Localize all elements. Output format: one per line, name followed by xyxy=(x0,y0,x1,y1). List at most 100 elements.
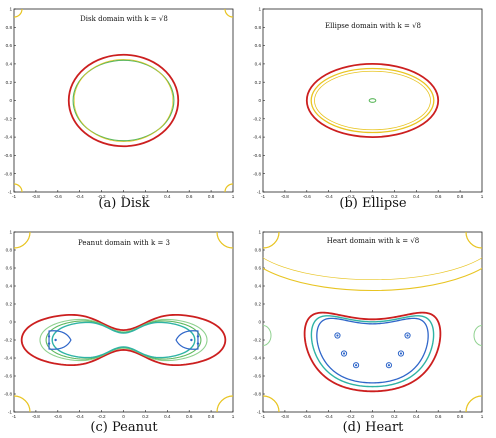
plot-frame xyxy=(13,231,234,413)
contour-curve xyxy=(67,53,180,148)
x-tick-label: 0.4 xyxy=(164,194,171,199)
x-tick-label: 0.2 xyxy=(142,194,149,199)
x-tick-label: 0.6 xyxy=(186,414,193,419)
x-tick-label: 0 xyxy=(122,194,125,199)
y-tick-label: 0.6 xyxy=(255,43,262,48)
x-tick-label: 1 xyxy=(232,414,235,419)
contour-group xyxy=(305,63,440,138)
panel-c-title: Peanut domain with k = 3 xyxy=(78,239,170,247)
y-tick-label: 0 xyxy=(9,320,12,325)
contour-ring xyxy=(352,362,360,369)
contour-curve xyxy=(72,59,175,142)
y-tick-label: 0.2 xyxy=(255,302,262,307)
plot-frame xyxy=(262,8,483,193)
y-tick-label: -0.8 xyxy=(4,392,12,397)
y-tick-label: -1 xyxy=(8,410,13,415)
x-tick-label: 0.4 xyxy=(413,414,420,419)
panel-a-title: Disk domain with k = √8 xyxy=(80,15,168,23)
x-tick-label: -0.6 xyxy=(54,194,62,199)
x-tick-label: -0.2 xyxy=(347,414,355,419)
y-tick-label: 0.6 xyxy=(6,266,13,271)
y-tick-label: -0.4 xyxy=(253,135,261,140)
x-tick-label: -0.6 xyxy=(54,414,62,419)
y-tick-label: 0.8 xyxy=(6,25,13,30)
contour-dot xyxy=(196,335,200,338)
y-tick-label: 0.2 xyxy=(6,302,13,307)
contour-ring xyxy=(385,362,393,369)
x-tick-label: 0.6 xyxy=(435,194,442,199)
y-tick-label: 0.2 xyxy=(255,80,262,85)
panel-d-title: Heart domain with k = √8 xyxy=(327,237,420,245)
contour-dot xyxy=(196,342,200,345)
contour-curve xyxy=(316,317,429,384)
x-tick-label: 0 xyxy=(371,414,374,419)
contour-curve xyxy=(39,318,208,362)
x-tick-label: -1 xyxy=(261,194,266,199)
chart-panel-b: -1 -0.8 -0.6 -0.4 -0.2 0 0.2 0.4 0.6 0.8 1 1 0.8 0.6 0… xyxy=(253,7,484,199)
chart-panel-d: -1 -0.8 -0.6 -0.4 -0.2 0 0.2 0.4 0.6 0.8 1 1 0.8 0.6 0… xyxy=(253,230,484,419)
panel-d-caption: (d) Heart xyxy=(343,420,405,435)
x-tick-label: 0.2 xyxy=(391,194,398,199)
y-tick-label: -0.4 xyxy=(4,356,12,361)
contour-group xyxy=(14,232,233,412)
contour-ring xyxy=(397,350,405,357)
x-tick-label: -0.8 xyxy=(32,414,40,419)
y-tick-label: 0.4 xyxy=(6,284,13,289)
contour-curve xyxy=(310,315,435,388)
contour-curve xyxy=(303,311,442,393)
x-tick-label: -0.4 xyxy=(76,194,84,199)
x-tick-label: 1 xyxy=(481,414,484,419)
x-tick-label: -0.6 xyxy=(303,414,311,419)
contour-curve xyxy=(368,98,377,103)
contour-dot xyxy=(47,335,51,338)
x-tick-label: 1 xyxy=(481,194,484,199)
contour-ring xyxy=(404,332,411,339)
contour-dot xyxy=(387,364,391,367)
x-tick-label: 0.2 xyxy=(142,414,149,419)
x-tick-label: 0.6 xyxy=(435,414,442,419)
x-tick-label: 0.8 xyxy=(457,414,464,419)
x-tick-label: -1 xyxy=(12,414,17,419)
panel-b-title: Ellipse domain with k = √8 xyxy=(325,22,421,30)
x-tick-label: 0.2 xyxy=(391,414,398,419)
contour-dot xyxy=(354,364,358,367)
y-tick-label: -0.8 xyxy=(253,171,261,176)
y-tick-label: -0.2 xyxy=(253,116,261,121)
chart-panel-c: -1 -0.8 -0.6 -0.4 -0.2 0 0.2 0.4 0.6 0.8 1 1 0.8 0.6 0… xyxy=(4,230,235,419)
x-tick-label: 0.6 xyxy=(186,194,193,199)
x-tick-label: -0.4 xyxy=(76,414,84,419)
contour-ring xyxy=(334,332,341,339)
plot-frame xyxy=(13,8,234,193)
contour-ring xyxy=(340,350,348,357)
x-tick-label: -0.2 xyxy=(98,194,106,199)
panel-b-caption: (b) Ellipse xyxy=(339,196,407,211)
panel-a-caption: (a) Disk xyxy=(98,196,149,211)
x-tick-label: 0.4 xyxy=(164,414,171,419)
x-tick-label: 1 xyxy=(232,194,235,199)
contour-curve xyxy=(51,321,196,359)
contour-dot xyxy=(342,352,346,355)
y-tick-label: -1 xyxy=(8,190,13,195)
panel-c-caption: (c) Peanut xyxy=(90,420,158,435)
x-tick-label: -0.8 xyxy=(32,194,40,199)
x-tick-label: -0.2 xyxy=(98,414,106,419)
y-tick-label: 1 xyxy=(258,7,261,12)
y-tick-label: 0 xyxy=(258,98,261,103)
y-tick-label: -0.4 xyxy=(253,356,261,361)
contour-group xyxy=(14,9,233,192)
y-tick-label: 0 xyxy=(258,320,261,325)
x-tick-label: -0.2 xyxy=(347,194,355,199)
y-tick-label: 0 xyxy=(9,98,12,103)
contour-curve xyxy=(310,67,435,134)
y-tick-label: -0.8 xyxy=(253,392,261,397)
contour-curve xyxy=(45,320,202,360)
x-tick-label: -1 xyxy=(12,194,17,199)
y-tick-label: 0.4 xyxy=(255,62,262,67)
x-tick-label: 0.4 xyxy=(413,194,420,199)
contour-dot xyxy=(190,338,193,342)
y-tick-label: -0.6 xyxy=(253,374,261,379)
contour-group xyxy=(263,232,482,412)
contour-curve xyxy=(473,325,482,346)
x-tick-label: -0.4 xyxy=(325,194,333,199)
contour-curve xyxy=(305,63,440,138)
